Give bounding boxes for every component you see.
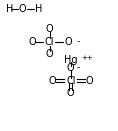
Text: Cl: Cl (66, 76, 76, 86)
Text: O: O (86, 76, 93, 86)
Text: O: O (46, 49, 53, 59)
Text: O: O (19, 4, 26, 14)
Text: H: H (6, 4, 13, 14)
Text: O: O (48, 76, 56, 86)
Text: O: O (67, 88, 75, 98)
Text: O: O (28, 37, 36, 47)
Text: Cl: Cl (45, 37, 54, 47)
Text: -: - (77, 64, 80, 73)
Text: O: O (65, 37, 72, 47)
Text: -: - (77, 37, 80, 46)
Text: H: H (35, 4, 43, 14)
Text: Hg: Hg (64, 55, 78, 65)
Text: ++: ++ (81, 55, 93, 61)
Text: O: O (67, 63, 75, 73)
Text: O: O (46, 24, 53, 34)
